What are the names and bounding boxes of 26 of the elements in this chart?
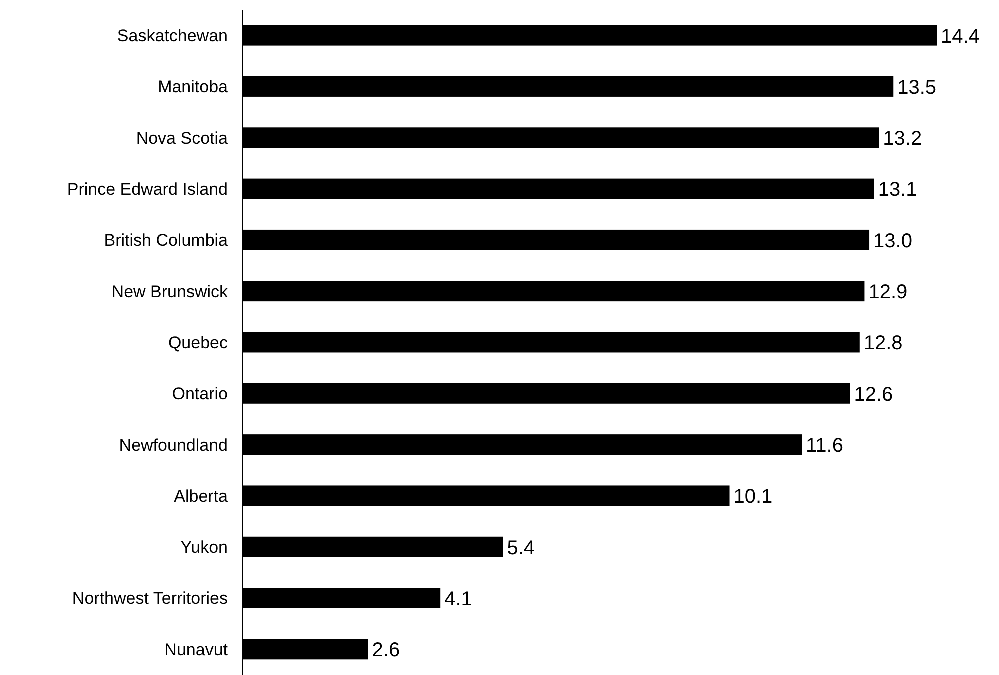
data-label: 13.1 [878,179,918,202]
data-label: 2.6 [372,640,400,662]
y-tick-label: Nunavut [164,640,228,660]
y-tick-label: New Brunswick [112,282,228,302]
y-tick-label: Prince Edward Island [67,180,228,199]
data-label: 13.0 [874,230,912,252]
data-label: 12.9 [868,282,908,304]
data-label: 11.6 [806,435,844,458]
data-label: 12.6 [854,384,894,406]
y-tick-label: Quebec [168,333,228,352]
y-tick-label: Ontario [172,384,228,404]
data-label: 10.1 [734,486,773,508]
y-tick-label: Alberta [174,486,229,506]
data-label: 14.4 [941,26,980,48]
y-tick-label: Newfoundland [119,436,228,455]
y-tick-label: Manitoba [158,78,229,97]
y-tick-label: Northwest Territories [72,589,228,608]
data-label: 5.4 [507,537,536,560]
y-tick-label: Yukon [180,538,228,558]
y-tick-label: Saskatchewan [117,26,228,46]
y-tick-label: Nova Scotia [136,128,229,148]
data-label: 4.1 [444,588,472,610]
y-tick-label: British Columbia [104,231,229,250]
data-label: 13.2 [883,128,922,150]
data-label: 12.8 [864,332,903,355]
data-label: 13.5 [898,76,937,99]
